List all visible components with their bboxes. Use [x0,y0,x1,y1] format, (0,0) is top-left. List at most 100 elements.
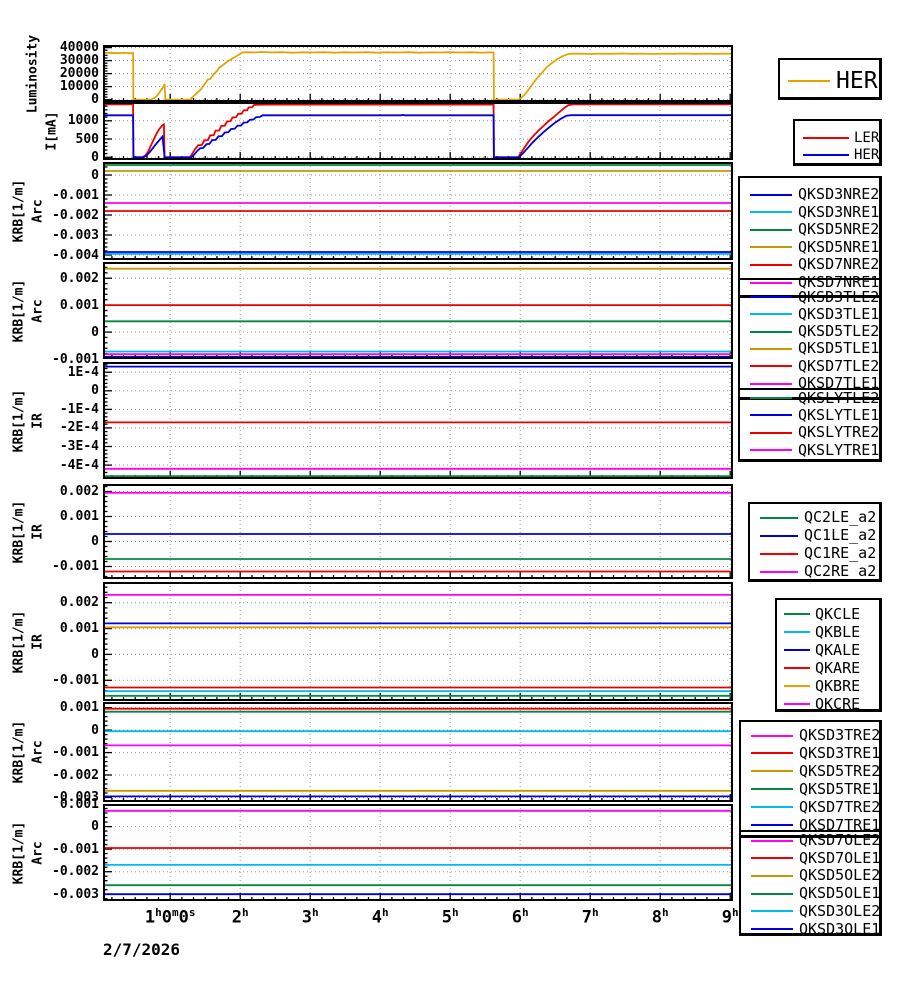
y-axis-subtitle: Arc [30,740,46,764]
plot-arc-nre [103,162,733,260]
legend-entry-label: QKSD5NRE1 [798,237,880,256]
plot-svg-arc-tre [105,704,731,800]
legend-entry-label: QKSD7TRE1 [799,815,881,834]
legend-ir-qk: QKCLE QKBLE QKALE QKARE QKBRE QKCRE [775,598,882,712]
legend-ir-qc: QC2LE_a2 QC1LE_a2 QC1RE_a2 QC2RE_a2 [748,502,882,582]
y-tick-label: 0.002 [59,595,99,611]
legend-entry-label: QKALE [815,640,861,659]
y-axis-subtitle: IR [30,523,46,540]
y-tick-label: -0.002 [52,207,99,223]
legend-line-sample [750,382,792,385]
legend-line-sample [750,193,792,196]
plot-arc-tre [103,702,733,802]
legend-line-sample [751,892,793,895]
y-tick-label: -3E-4 [59,439,99,454]
legend-entry-label: QKSD7TRE2 [799,797,881,816]
y-tick-label: 0 [91,722,99,738]
y-tick-label: -0.001 [52,745,99,761]
y-axis-title: KRB[1/m] [11,179,27,243]
y-tick-label: -0.002 [52,767,99,783]
plot-current [103,102,733,160]
y-tick-label: 0.001 [59,509,99,524]
y-tick-label: 0 [91,819,99,835]
legend-entry-label: QKBLE [815,622,861,641]
legend-entry-label: QKSD5TRE2 [799,761,881,780]
legend-entry-label: QKSD5NRE2 [798,220,880,239]
legend-line-sample [750,414,792,417]
x-tick-label: 5h [441,906,459,928]
plot-svg-current [105,104,731,158]
y-axis-title: KRB[1/m] [11,821,27,884]
legend-entry-label: HER [854,146,880,163]
legend-line-sample [784,631,810,633]
plot-svg-ir-qc [105,486,731,577]
legend-line-sample [750,263,792,266]
y-tick-label: -0.003 [52,227,99,243]
legend-entry-label: QKSD5OLE2 [799,866,881,885]
legend-line-sample [784,613,810,615]
legend-entry-label: QKSD5OLE1 [799,884,881,903]
legend-entry-label: HER [836,67,878,94]
legend-ir-sly: QKSLYTLE2 QKSLYTLE1 QKSLYTRE2 QKSLYTRE1 [738,388,882,462]
y-tick-label: 0 [91,383,99,399]
plot-svg-arc-tle [105,264,731,357]
plot-ir-sly [103,362,733,479]
y-tick-label: 1000 [67,113,99,129]
plot-ir-qc [103,484,733,579]
legend-line-sample [751,839,793,842]
legend-entry-label: QKSLYTLE1 [798,405,880,424]
y-tick-label: 0 [91,324,99,340]
legend-line-sample [784,703,810,705]
legend-line-sample [784,667,810,669]
y-tick-label: -0.001 [52,559,99,574]
y-tick-label: 0.001 [59,297,99,313]
legend-entry-label: QKSD7NRE2 [798,255,880,274]
y-tick-label: 500 [75,131,99,147]
legend-entry-label: QC1LE_a2 [804,526,877,544]
legend-line-sample [750,296,792,298]
legend-line-sample [784,685,810,687]
y-axis-title: KRB[1/m] [11,279,27,342]
plot-arc-tle [103,262,733,359]
legend-arc-ole: QKSD7OLE2 QKSD7OLE1 QKSD5OLE2 QKSD5OLE1 QKSD… [739,830,882,936]
y-tick-label: 0 [91,534,99,549]
legend-line-sample [760,552,798,555]
y-axis-subtitle: Arc [30,298,46,323]
legend-cur: LER HER [793,119,882,166]
y-axis-title: KRB[1/m] [11,720,27,784]
x-tick-label: 9h [721,906,739,928]
x-tick-label: 1h0m0s [144,906,196,928]
legend-line-sample [803,137,849,139]
legend-entry-label: QKSD7TLE2 [798,356,880,375]
y-tick-label: 0 [91,149,99,165]
x-tick-label: 2h [231,906,249,928]
legend-entry-label: QKSD3TLE1 [798,304,880,323]
legend-line-sample [750,211,792,214]
legend-entry-label: QKCLE [815,604,861,623]
legend-entry-label: QKSLYTRE1 [798,440,880,459]
y-tick-label: 0.001 [59,621,99,637]
y-tick-label: 20000 [59,66,99,82]
legend-line-sample [751,770,793,773]
y-tick-label: 0.002 [59,270,99,286]
y-axis-title: KRB[1/m] [11,610,27,673]
y-axis-subtitle: Arc [30,840,46,865]
legend-arc-tre: QKSD3TRE2 QKSD3TRE1 QKSD5TRE2 QKSD5TRE1 QKSD… [739,720,882,838]
legend-line-sample [751,824,793,826]
legend-line-sample [750,281,792,284]
y-axis-subtitle: IR [30,633,46,650]
x-tick-label: 3h [301,906,319,928]
legend-line-sample [750,228,792,231]
series-HER [105,113,731,158]
legend-entry-label: QKSD7TLE1 [798,374,880,392]
plot-svg-ir-sly [105,364,731,477]
legend-entry-label: QKSD3TRE1 [799,743,881,762]
y-tick-label: 0.001 [59,700,99,716]
y-axis-title: KRB[1/m] [11,500,27,563]
legend-entry-label: QKSD3TLE2 [798,287,880,306]
legend-entry-label: LER [854,130,880,146]
y-tick-label: 0.001 [59,796,99,812]
legend-entry-label: QKSD7OLE1 [799,848,881,867]
legend-entry-label: QC2LE_a2 [804,508,877,526]
legend-entry-label: QKSD7OLE2 [799,831,881,849]
